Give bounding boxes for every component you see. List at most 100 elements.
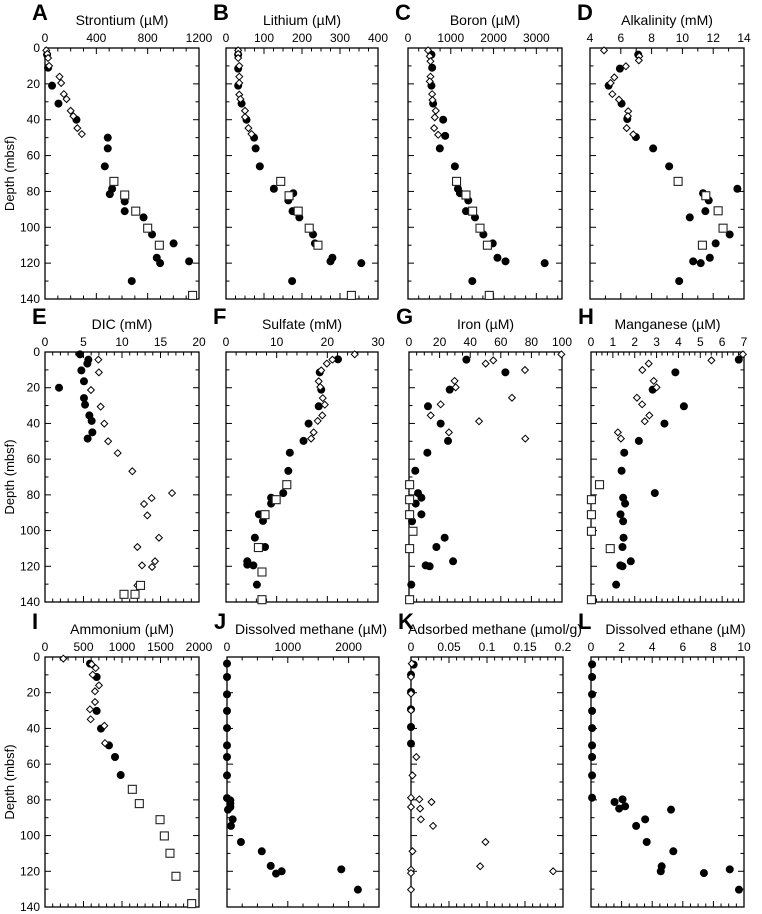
data-point-open-diamond	[406, 885, 416, 894]
data-point-filled-circle	[696, 259, 705, 268]
data-point-filled-circle	[255, 162, 264, 171]
x-tick-label: 5	[80, 335, 87, 349]
data-point-filled-circle	[588, 753, 597, 761]
data-point-open-square	[127, 784, 137, 794]
data-point-open-diamond	[406, 802, 416, 812]
data-point-open-diamond	[444, 428, 454, 437]
panel-title: Boron (µM)	[450, 12, 520, 28]
data-point-filled-circle	[588, 706, 597, 715]
x-tick-label: 0	[224, 640, 231, 654]
data-point-filled-circle	[685, 213, 694, 222]
data-point-open-diamond	[707, 356, 716, 365]
data-point-open-diamond	[638, 400, 647, 409]
data-point-open-square	[155, 815, 165, 825]
x-tick-label: 0	[408, 640, 415, 654]
data-point-open-square	[271, 495, 281, 505]
data-point-filled-circle	[689, 257, 698, 266]
data-point-filled-circle	[734, 885, 743, 894]
data-point-open-diamond	[100, 419, 109, 428]
x-tick-label: 10	[737, 640, 751, 654]
data-point-open-square	[408, 526, 418, 536]
data-point-open-square	[405, 480, 415, 490]
data-point-filled-circle	[54, 99, 63, 108]
data-point-open-diamond	[313, 416, 322, 426]
x-tick-label: 0	[406, 335, 413, 349]
x-tick-label: 4	[649, 640, 656, 654]
x-tick-label: 4	[587, 31, 594, 45]
data-point-filled-circle	[634, 436, 643, 445]
x-tick-label: 20	[433, 335, 447, 349]
x-tick-label: 300	[330, 31, 350, 45]
data-point-open-diamond	[143, 511, 152, 520]
data-point-filled-circle	[588, 724, 597, 733]
data-point-open-square	[405, 595, 415, 605]
data-point-filled-circle	[444, 436, 453, 445]
data-point-open-diamond	[425, 77, 434, 86]
data-point-open-square	[257, 595, 267, 605]
data-point-filled-circle	[417, 493, 426, 502]
data-point-open-square	[293, 206, 303, 216]
data-point-open-square	[605, 544, 615, 554]
data-point-filled-circle	[423, 448, 432, 457]
panel-title: Sulfate (mM)	[262, 316, 342, 332]
data-point-filled-circle	[269, 184, 278, 193]
data-point-filled-circle	[417, 510, 426, 519]
data-point-filled-circle	[440, 533, 449, 542]
data-point-open-diamond	[430, 124, 439, 133]
data-point-filled-circle	[617, 466, 626, 475]
data-point-filled-circle	[314, 402, 323, 411]
data-point-filled-circle	[243, 560, 252, 569]
data-point-filled-circle	[619, 517, 628, 526]
x-tick-label: 8	[710, 640, 717, 654]
data-point-open-square	[594, 480, 605, 490]
y-tick-label: 120	[20, 559, 40, 573]
data-point-open-diamond	[147, 493, 156, 503]
data-point-filled-circle	[734, 355, 743, 364]
data-point-open-diamond	[450, 376, 459, 386]
data-point-open-diamond	[507, 393, 517, 402]
data-point-open-diamond	[322, 359, 331, 368]
data-point-filled-circle	[77, 366, 86, 375]
data-point-open-diamond	[94, 368, 104, 377]
data-point-filled-circle	[252, 580, 261, 589]
data-point-open-diamond	[621, 62, 630, 71]
panel-c: C Boron (µM) 0 1000 2000 3000	[395, 0, 563, 300]
panel-d: D Alkalinity (mM) 4 6 8 10 12 14	[577, 0, 751, 300]
data-point-open-square	[154, 240, 164, 250]
data-point-filled-circle	[435, 144, 444, 153]
data-point-open-diamond	[610, 73, 619, 82]
data-point-filled-circle	[407, 739, 415, 748]
data-point-filled-circle	[725, 230, 734, 239]
data-point-filled-circle	[408, 517, 417, 526]
panel-i: I Ammonium (µM) 0 500 1000 1500 2000 0 20 40 60 80 1…	[2, 609, 213, 914]
data-point-open-square	[461, 190, 471, 200]
panel-title: Strontium (µM)	[76, 12, 169, 28]
x-tick-label: 10	[115, 335, 129, 349]
data-point-open-square	[701, 191, 711, 201]
panel-e: E DIC (mM) 0 5 10 15 20 0 20 40 60 80 100 120 140 Depth…	[2, 304, 206, 609]
data-point-open-diamond	[406, 706, 416, 715]
data-point-filled-circle	[641, 815, 650, 824]
data-point-filled-circle	[81, 400, 90, 409]
data-point-open-square	[586, 495, 596, 505]
plot-frame	[410, 656, 564, 908]
data-point-filled-circle	[92, 706, 101, 715]
data-point-filled-circle	[501, 368, 510, 377]
data-point-open-square	[276, 176, 286, 186]
y-axis-label: Depth (mbsf)	[2, 136, 17, 211]
panel-title: Dissolved methane (µM)	[235, 621, 387, 637]
panel-letter: C	[395, 0, 411, 25]
data-point-open-square	[484, 290, 494, 300]
plot-frame	[225, 47, 379, 300]
x-tick-label: 800	[138, 31, 158, 45]
data-point-filled-circle	[223, 690, 231, 699]
panel-letter: A	[32, 0, 48, 25]
data-point-open-square	[405, 544, 415, 554]
x-tick-label: 0	[588, 335, 595, 349]
data-point-open-square	[119, 589, 129, 599]
data-point-filled-circle	[250, 533, 259, 542]
x-tick-label: 6	[679, 640, 686, 654]
panel-title: Dissolved ethane (µM)	[605, 621, 745, 637]
plot-frame	[589, 47, 745, 300]
